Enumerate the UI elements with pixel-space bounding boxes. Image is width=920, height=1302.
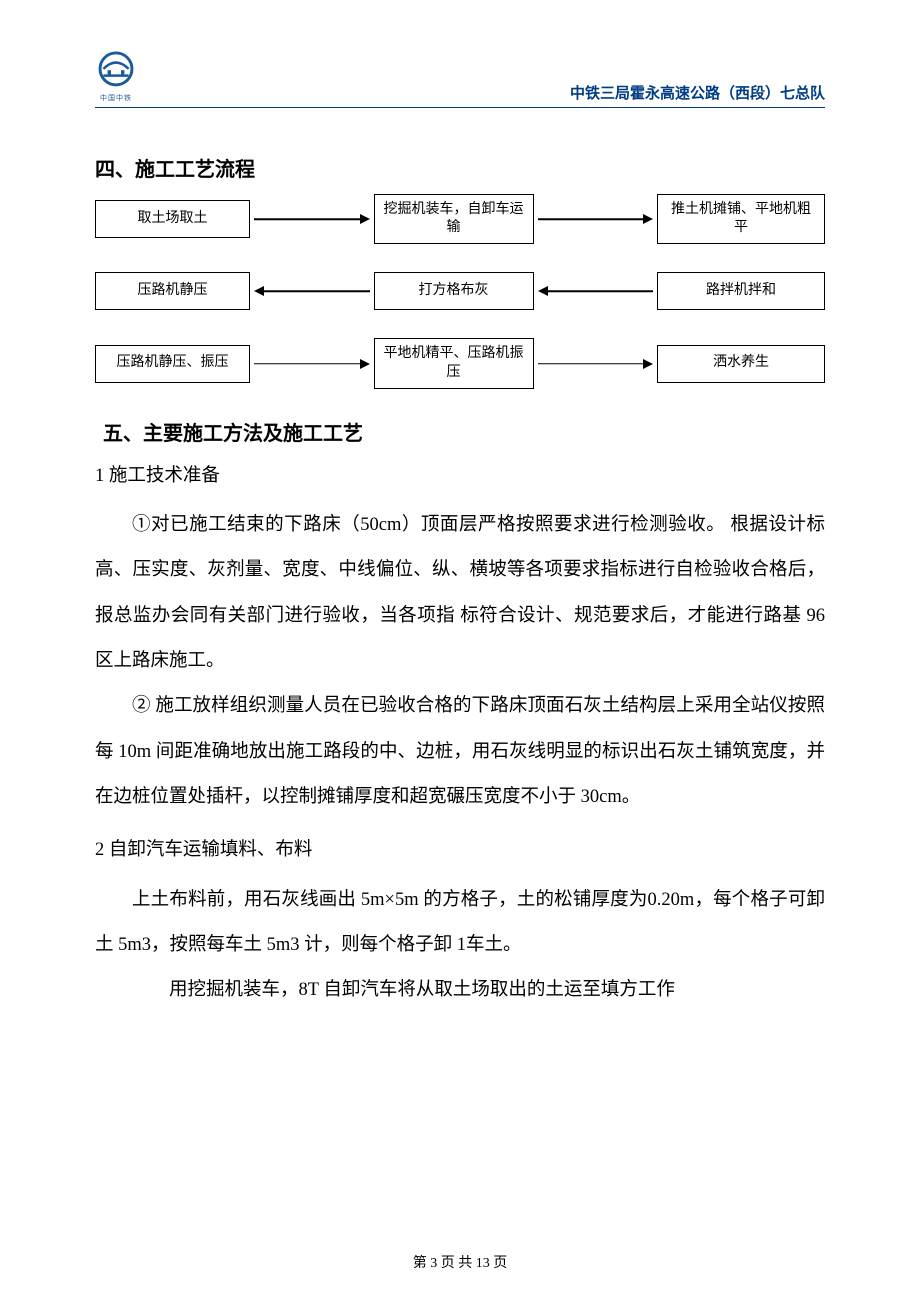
logo-label: 中国中铁 [95,93,137,103]
document-page: 中国中铁 中铁三局霍永高速公路（西段）七总队 四、施工工艺流程 取土场取土 挖掘… [0,0,920,1302]
body-content: 1 施工技术准备 ①对已施工结束的下路床（50cm）顶面层严格按照要求进行检测验… [95,454,825,1014]
flow-box: 压路机静压 [95,272,250,310]
crec-logo-icon [95,50,137,92]
logo-container: 中国中铁 [95,50,137,103]
flow-box: 取土场取土 [95,200,250,238]
flow-box: 洒水养生 [657,345,825,383]
arrow-right-icon [538,363,654,365]
section-4-title: 四、施工工艺流程 [95,153,825,182]
section-5-title: 五、主要施工方法及施工工艺 [95,417,825,446]
flow-row-2: 压路机静压 打方格布灰 路拌机拌和 [95,272,825,310]
paragraph: ①对已施工结束的下路床（50cm）顶面层严格按照要求进行检测验收。 根据设计标高… [95,503,825,684]
page-footer: 第 3 页 共 13 页 [0,1252,920,1272]
flow-box: 打方格布灰 [374,272,534,310]
paragraph: 上土布料前，用石灰线画出 5m×5m 的方格子，土的松铺厚度为0.20m，每个格… [95,878,825,969]
subheading-2: 2 自卸汽车运输填料、布料 [95,828,825,873]
arrow-right-icon [254,363,370,365]
subheading-1: 1 施工技术准备 [95,454,825,499]
flow-box: 压路机静压、振压 [95,345,250,383]
header-title: 中铁三局霍永高速公路（西段）七总队 [570,82,825,103]
flow-row-1: 取土场取土 挖掘机装车，自卸车运输 推土机摊铺、平地机粗平 [95,194,825,244]
process-flowchart: 取土场取土 挖掘机装车，自卸车运输 推土机摊铺、平地机粗平 压路机静压 打方格布… [95,194,825,389]
paragraph: ② 施工放样组织测量人员在已验收合格的下路床顶面石灰土结构层上采用全站仪按照每 … [95,684,825,820]
arrow-left-icon [538,290,654,292]
flow-box: 挖掘机装车，自卸车运输 [374,194,534,244]
arrow-right-icon [254,218,370,220]
arrow-right-icon [538,218,654,220]
arrow-left-icon [254,290,370,292]
flow-box: 推土机摊铺、平地机粗平 [657,194,825,244]
header-divider [95,107,825,108]
flow-box: 路拌机拌和 [657,272,825,310]
page-header: 中国中铁 中铁三局霍永高速公路（西段）七总队 [95,50,825,103]
paragraph: 用挖掘机装车，8T 自卸汽车将从取土场取出的土运至填方工作 [95,968,825,1013]
flow-row-3: 压路机静压、振压 平地机精平、压路机振压 洒水养生 [95,338,825,388]
flow-box: 平地机精平、压路机振压 [374,338,534,388]
